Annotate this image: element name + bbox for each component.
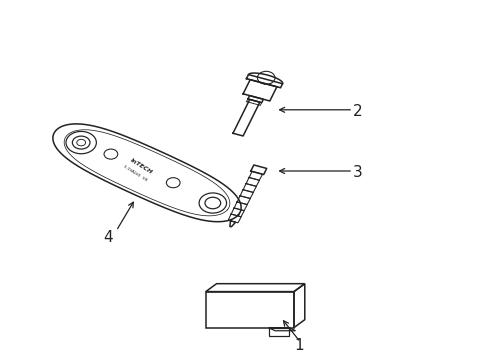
Text: 3: 3	[353, 165, 363, 180]
Text: 2: 2	[353, 104, 363, 119]
Text: 4: 4	[103, 230, 113, 245]
Text: InTECH: InTECH	[129, 157, 153, 175]
Text: 3.1VALVE  V8: 3.1VALVE V8	[122, 165, 147, 182]
Text: 1: 1	[294, 338, 304, 353]
